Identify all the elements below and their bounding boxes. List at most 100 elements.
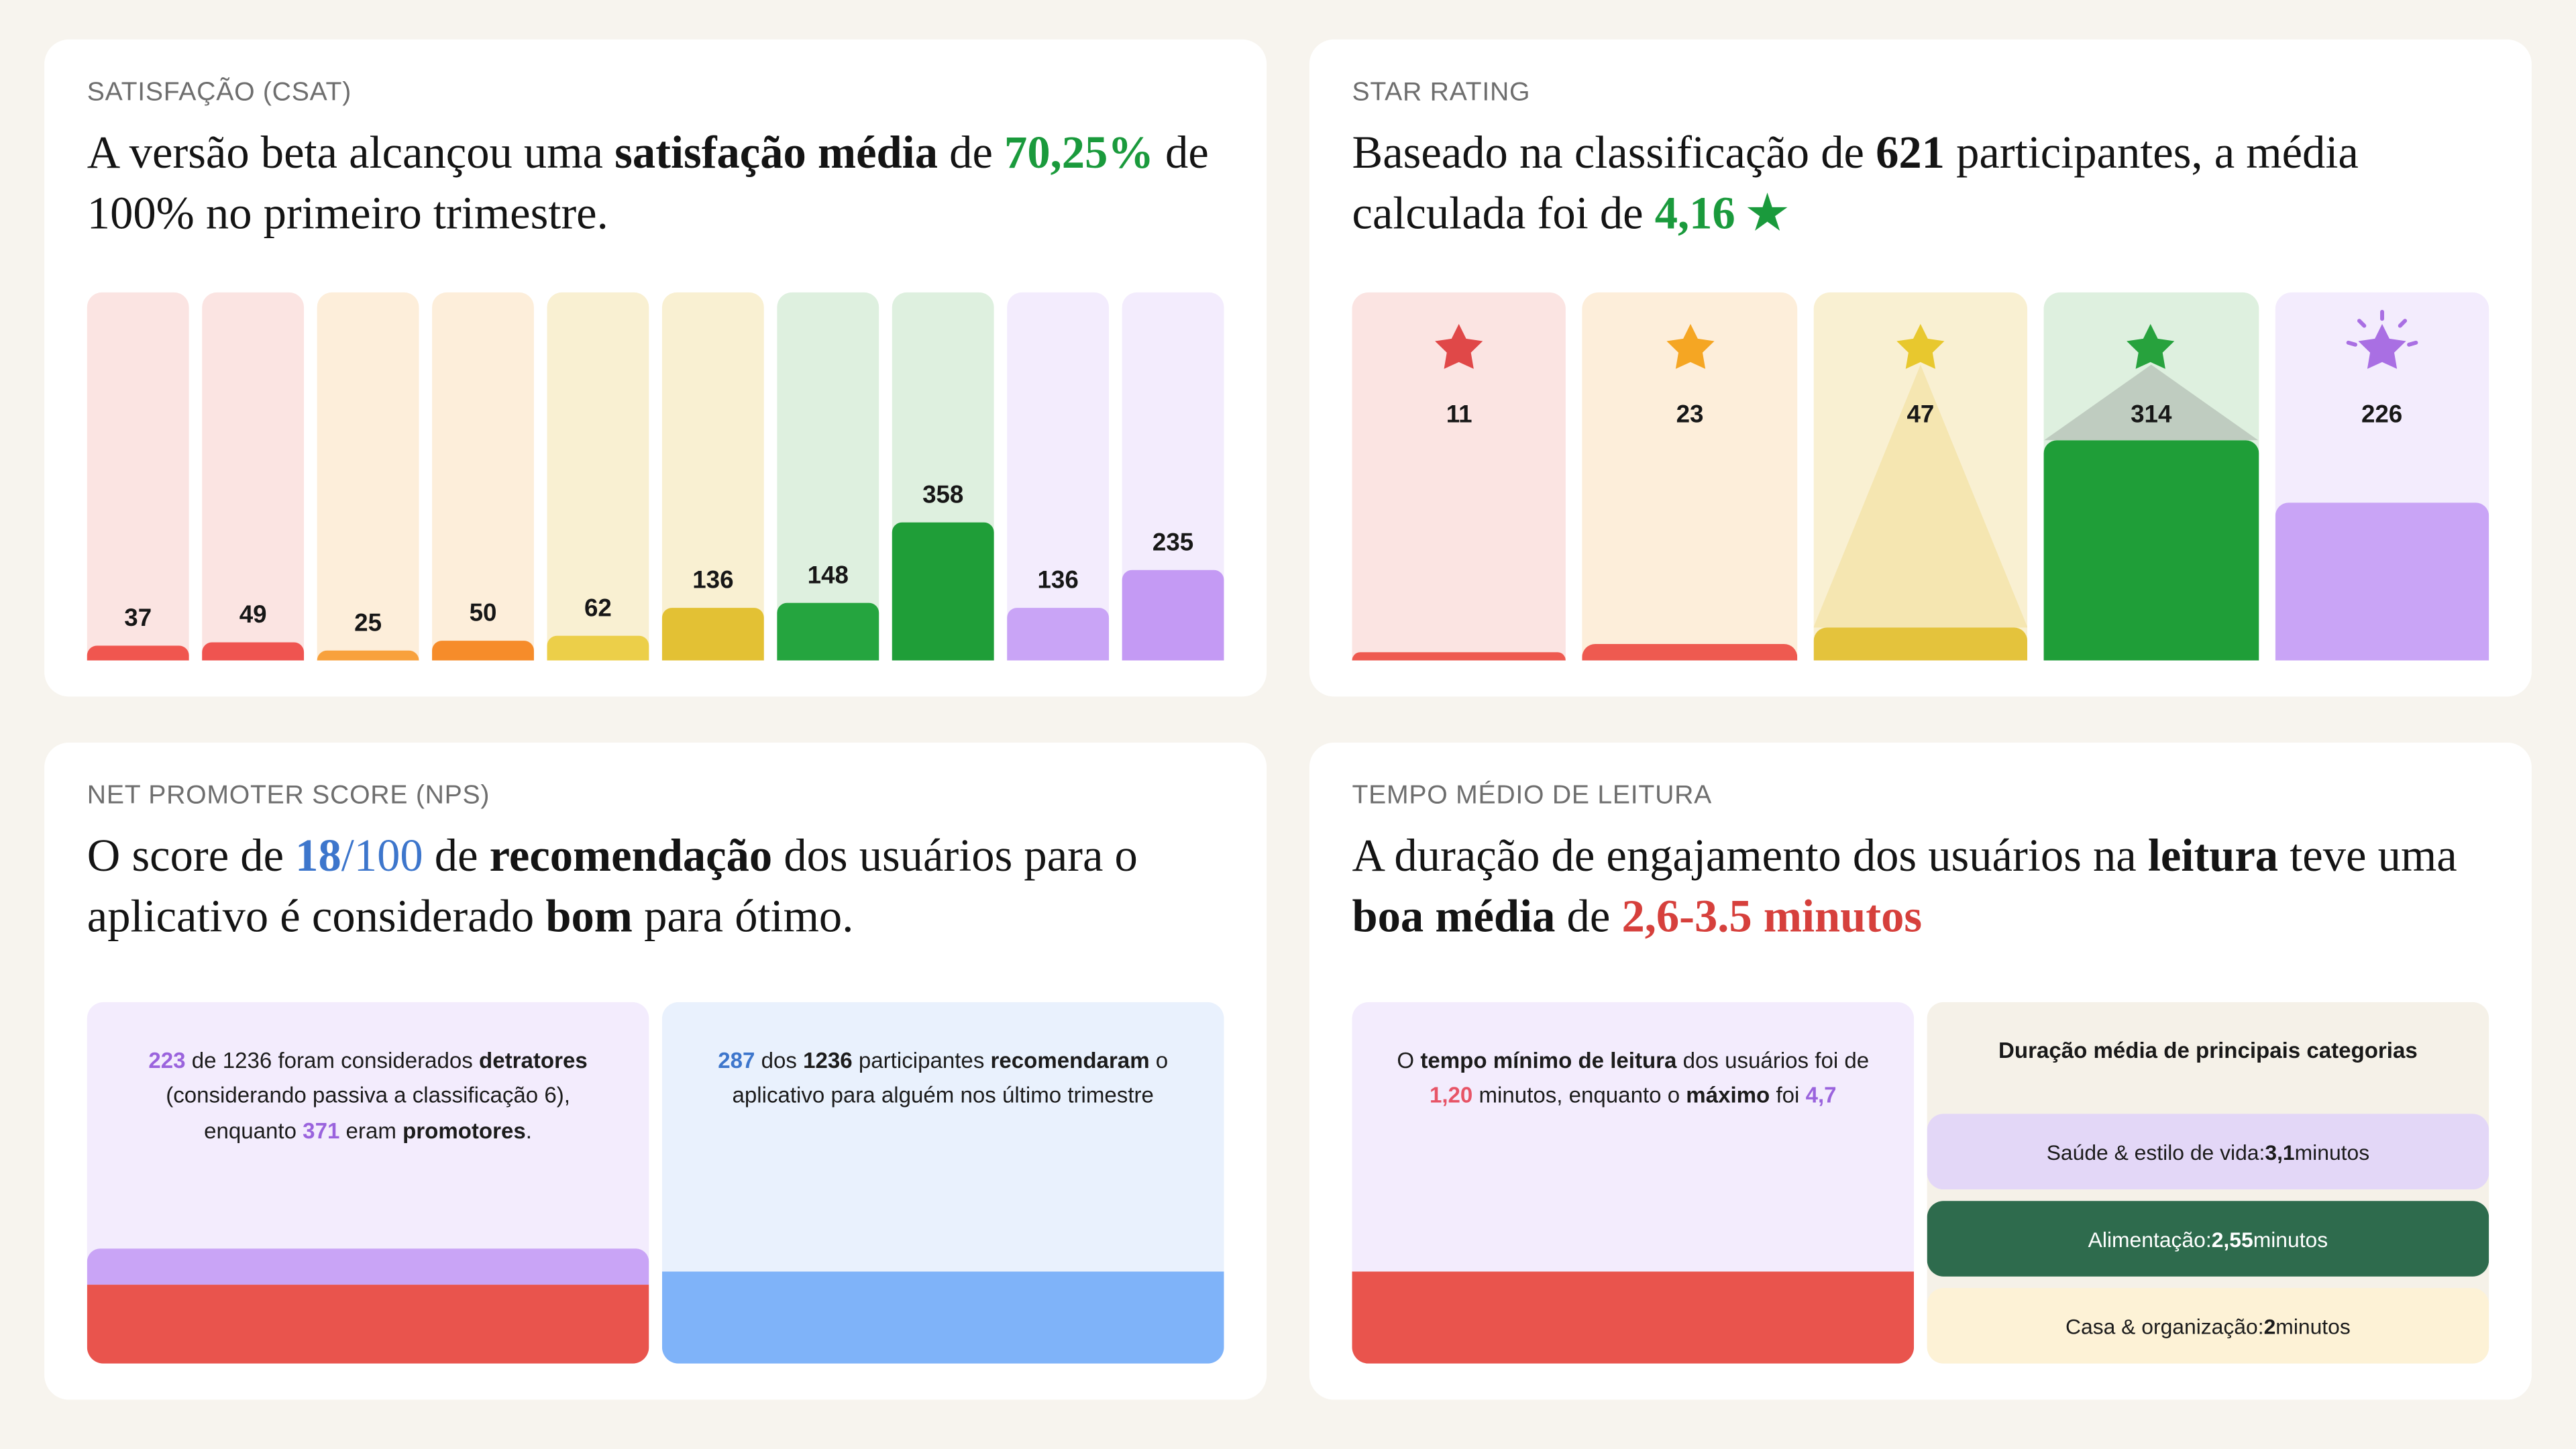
text-segment: (considerando passiva a classificação 6)… — [166, 1083, 570, 1143]
csat-bar — [432, 641, 534, 661]
csat-column: 235 — [1122, 292, 1224, 661]
categories-header: Duração média de principais categorias — [1998, 1038, 2418, 1063]
category-label: Alimentação: — [2088, 1226, 2212, 1251]
csat-headline: A versão beta alcançou uma satisfação mé… — [87, 123, 1224, 246]
text-segment: de 1236 foram considerados — [185, 1048, 480, 1073]
csat-bar — [1122, 570, 1224, 661]
bar-value-label: 62 — [584, 594, 612, 623]
bar-value-label: 37 — [124, 604, 152, 633]
text-segment: o aplicativo para alguém nos último trim… — [732, 1048, 1169, 1108]
tempo-leitura-label: TEMPO MÉDIO DE LEITURA — [1352, 782, 1713, 810]
csat-bar — [87, 645, 189, 661]
star-rating-bar — [1352, 652, 1566, 661]
sparkle-star-icon — [2346, 309, 2418, 369]
nps-score-value: 18 — [295, 831, 341, 883]
nps-card: NET PROMOTER SCORE (NPS) O score de 18/1… — [44, 742, 1267, 1400]
tempo-minmax-text: O tempo mínimo de leitura dos usuários f… — [1352, 1002, 1915, 1114]
star-icon — [1435, 323, 1483, 369]
text-segment: de — [938, 128, 1005, 179]
star-value-label: 23 — [1676, 400, 1704, 429]
category-rows: Saúde & estilo de vida: 3,1 minutos Alim… — [1927, 1114, 2489, 1364]
nps-detractors-text: 223 de 1236 foram considerados detratore… — [87, 1002, 649, 1148]
nps-promoters-bar — [87, 1248, 649, 1285]
csat-bar — [317, 650, 419, 661]
csat-column: 49 — [202, 292, 305, 661]
star-rating-column: 11 — [1352, 292, 1566, 661]
csat-bar — [547, 635, 649, 661]
star-icon — [2127, 323, 2176, 369]
csat-bar — [202, 642, 305, 661]
text-segment: eram — [339, 1118, 403, 1143]
text-segment: recomendação — [489, 831, 773, 883]
tempo-bar — [1352, 1271, 1915, 1364]
csat-bar-chart: 37 49 25 50 62 136 148 358 136 235 — [87, 292, 1224, 661]
nps-recommend-panel: 287 dos 1236 participantes recomendaram … — [661, 1002, 1224, 1364]
category-label: Casa & organização: — [2065, 1313, 2264, 1338]
text-segment: . — [525, 1118, 533, 1143]
text-segment: satisfação média — [614, 128, 938, 179]
text-segment: minutos, enquanto o — [1472, 1083, 1686, 1108]
text-segment: promotores — [402, 1118, 526, 1143]
star-rating-bar — [2274, 502, 2489, 661]
csat-label: SATISFAÇÃO (CSAT) — [87, 78, 352, 107]
text-segment: dos usuários para o aplicativo é conside… — [87, 831, 1138, 944]
star-icon — [1666, 323, 1714, 369]
tempo-leitura-card: TEMPO MÉDIO DE LEITURA A duração de enga… — [1309, 742, 2532, 1400]
nps-panels: 223 de 1236 foram considerados detratore… — [87, 1002, 1224, 1364]
bar-value-label: 148 — [807, 561, 849, 590]
star-rating-chart: 11 23 47 314 226 — [1352, 292, 2489, 661]
promoters-count: 371 — [303, 1118, 340, 1143]
star-rating-headline: Baseado na classificação de 621 particip… — [1352, 123, 2489, 246]
nps-recommend-bar — [661, 1271, 1224, 1364]
bar-value-label: 50 — [469, 599, 497, 628]
category-value: 3,1 — [2265, 1139, 2295, 1165]
star-rating-card: STAR RATING Baseado na classificação de … — [1309, 39, 2532, 697]
text-segment: foi — [1770, 1083, 1806, 1108]
detractors-count: 223 — [148, 1048, 186, 1073]
bar-value-label: 49 — [239, 601, 267, 629]
nps-label: NET PROMOTER SCORE (NPS) — [87, 782, 490, 810]
csat-bar — [777, 602, 879, 661]
star-rating-column: 314 — [2044, 292, 2259, 661]
star-value-label: 11 — [1446, 400, 1472, 429]
csat-bar — [892, 522, 994, 661]
min-reading-time: 1,20 — [1429, 1083, 1473, 1108]
text-segment: detratores — [479, 1048, 588, 1073]
csat-bar — [1007, 608, 1110, 661]
text-segment: leitura — [2147, 831, 2279, 883]
tempo-panels: O tempo mínimo de leitura dos usuários f… — [1352, 1002, 2489, 1364]
star-rating-bar — [2044, 440, 2259, 661]
category-suffix: minutos — [2275, 1313, 2351, 1338]
text-segment: dos — [755, 1048, 804, 1073]
category-suffix: minutos — [2253, 1226, 2328, 1251]
text-segment: A duração de engajamento dos usuários na — [1352, 831, 2148, 883]
category-value: 2 — [2263, 1313, 2276, 1338]
star-rating-bar — [1582, 644, 1797, 661]
star-rating-column: 47 — [1813, 292, 2028, 661]
star-rating-column: 23 — [1582, 292, 1797, 661]
star-value-label: 47 — [1907, 400, 1935, 429]
text-segment: O — [1397, 1048, 1421, 1073]
text-segment: O score de — [87, 831, 296, 883]
category-row-alimentacao: Alimentação: 2,55 minutos — [1927, 1201, 2489, 1277]
max-reading-time: 4,7 — [1805, 1083, 1837, 1108]
category-value: 2,55 — [2211, 1226, 2253, 1251]
text-segment: bom — [545, 892, 633, 944]
tempo-leitura-headline: A duração de engajamento dos usuários na… — [1352, 826, 2489, 949]
text-segment: participantes — [852, 1048, 991, 1073]
csat-score-value: 70,25% — [1004, 128, 1154, 179]
csat-column: 62 — [547, 292, 649, 661]
category-suffix: minutos — [2294, 1139, 2370, 1165]
star-value-label: 314 — [2131, 400, 2172, 429]
text-segment: boa média — [1352, 892, 1556, 944]
nps-recommend-text: 287 dos 1236 participantes recomendaram … — [662, 1002, 1224, 1114]
text-segment: de — [423, 831, 490, 883]
csat-card: SATISFAÇÃO (CSAT) A versão beta alcançou… — [44, 39, 1267, 697]
star-value-label: 226 — [2361, 400, 2403, 429]
csat-column: 50 — [432, 292, 534, 661]
participants-count: 621 — [1876, 128, 1945, 179]
csat-column: 358 — [892, 292, 994, 661]
text-segment: para ótimo. — [632, 892, 854, 944]
csat-column: 136 — [661, 292, 764, 661]
text-segment: de — [1555, 892, 1622, 944]
